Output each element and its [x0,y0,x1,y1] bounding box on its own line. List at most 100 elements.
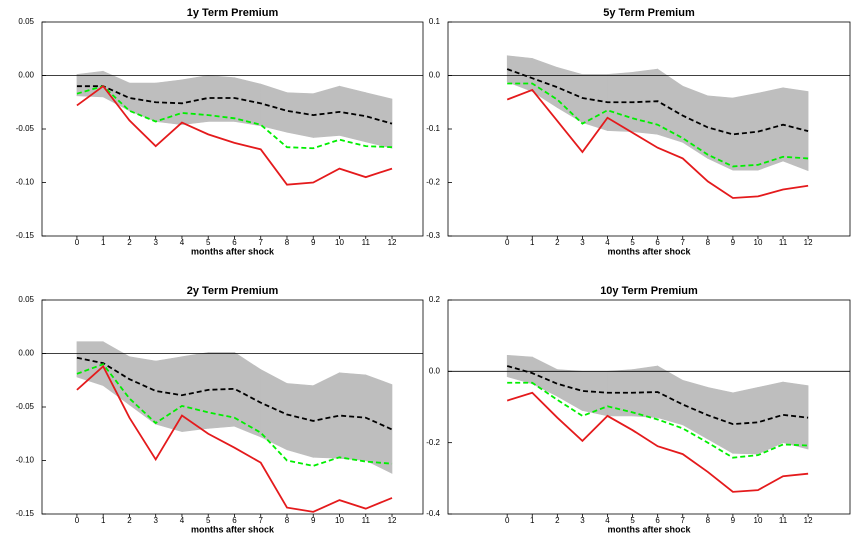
confidence-band [286,383,314,458]
y-tick-label: 0.00 [18,349,34,358]
y-tick-label: 0.05 [18,17,34,26]
confidence-band [260,83,288,133]
x-tick-label: 8 [285,238,290,247]
y-tick-label: -0.05 [16,124,35,133]
confidence-band [732,387,759,455]
x-tick-label: 4 [180,238,185,247]
x-tick-label: 10 [754,238,763,247]
x-tick-label: 3 [153,238,158,247]
chart-title: 5y Term Premium [603,7,695,19]
confidence-band [582,371,608,417]
x-tick-label: 5 [206,516,211,525]
y-tick-label: -0.15 [16,231,35,240]
x-tick-label: 9 [731,516,736,525]
x-tick-label: 0 [75,516,80,525]
x-tick-label: 10 [335,516,344,525]
y-tick-label: -0.2 [426,178,440,187]
series-line [506,391,809,493]
x-tick-label: 3 [580,238,585,247]
x-tick-label: 0 [505,516,510,525]
y-tick-label: 0.1 [429,17,441,26]
x-tick-label: 6 [232,516,237,525]
y-tick-label: 0.0 [429,71,441,80]
series-line [76,364,393,513]
x-tick-label: 4 [605,238,610,247]
y-tick-label: -0.10 [16,178,35,187]
confidence-band [286,92,314,138]
x-tick-label: 0 [75,238,80,247]
x-tick-label: 11 [779,238,788,247]
confidence-band [782,87,809,172]
x-tick-label: 2 [127,238,132,247]
x-tick-label: 1 [530,238,535,247]
x-tick-label: 12 [804,238,813,247]
x-tick-label: 6 [232,238,237,247]
confidence-band [607,71,633,132]
x-axis-label: months after shock [607,246,691,256]
confidence-band [365,374,393,474]
x-tick-label: 8 [706,238,711,247]
x-tick-label: 9 [731,238,736,247]
series-line [506,68,809,136]
series-line [507,381,809,459]
x-tick-label: 12 [388,238,397,247]
x-tick-label: 5 [630,516,635,525]
x-tick-label: 7 [259,238,264,247]
x-tick-label: 1 [101,516,106,525]
confidence-band [234,77,262,127]
x-tick-label: 10 [754,516,763,525]
series-line [76,84,393,186]
chart-title: 1y Term Premium [187,7,279,19]
x-tick-label: 5 [630,238,635,247]
x-tick-label: 12 [804,516,813,525]
x-tick-label: 4 [605,516,610,525]
x-tick-label: 1 [101,238,106,247]
y-tick-label: 0.05 [18,295,34,304]
series-line [76,363,393,467]
x-tick-label: 6 [655,238,660,247]
x-tick-label: 8 [706,516,711,525]
confidence-band [632,365,658,419]
plot-frame [447,299,851,515]
y-tick-label: -0.05 [16,402,35,411]
y-tick-label: -0.2 [426,438,440,447]
y-tick-label: 0.0 [429,366,441,375]
x-tick-label: 11 [362,238,371,247]
x-tick-label: 11 [362,516,371,525]
x-tick-label: 7 [681,238,686,247]
x-tick-label: 8 [285,516,290,525]
y-tick-label: -0.4 [426,509,440,518]
x-axis-label: months after shock [607,524,691,534]
x-tick-label: 12 [388,516,397,525]
y-tick-label: 0.2 [429,295,441,304]
series-line [507,82,809,168]
chart-title: 10y Term Premium [600,285,698,297]
x-tick-label: 10 [335,238,344,247]
y-tick-label: -0.3 [426,231,440,240]
x-axis-label: months after shock [191,524,275,534]
series-line [506,365,809,426]
chart-title: 2y Term Premium [187,285,279,297]
x-tick-label: 4 [180,516,185,525]
x-tick-label: 3 [580,516,585,525]
series-line [76,85,393,150]
y-tick-label: 0.00 [18,71,34,80]
x-tick-label: 5 [206,238,211,247]
x-tick-label: 7 [681,516,686,525]
x-tick-label: 0 [505,238,510,247]
x-tick-label: 1 [530,516,535,525]
series-line [506,88,809,199]
x-axis-label: months after shock [191,246,275,256]
x-tick-label: 6 [655,516,660,525]
x-tick-label: 2 [555,516,560,525]
x-tick-label: 2 [127,516,132,525]
x-tick-label: 2 [555,238,560,247]
series-line [76,85,393,125]
confidence-band [181,352,209,432]
x-tick-label: 9 [311,516,316,525]
x-tick-label: 11 [779,516,788,525]
x-tick-label: 7 [259,516,264,525]
x-tick-label: 9 [311,238,316,247]
y-tick-label: -0.15 [16,509,35,518]
